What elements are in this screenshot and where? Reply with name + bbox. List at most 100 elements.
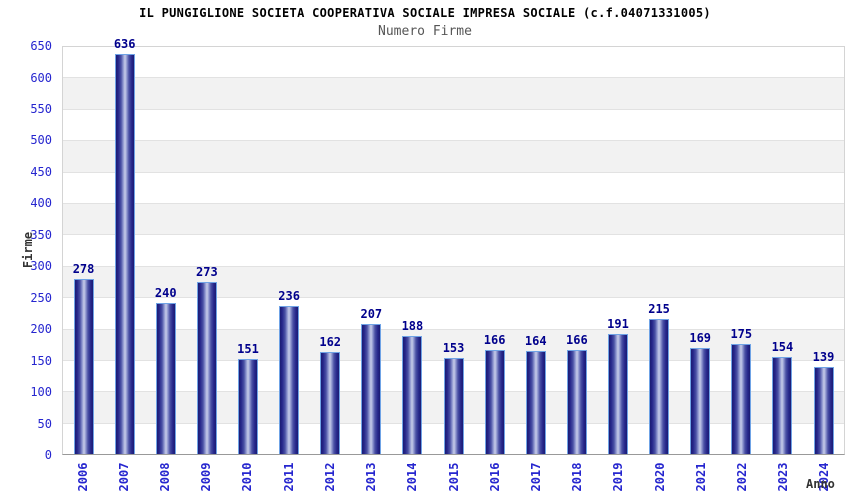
- y-axis-title: Firme: [21, 231, 35, 269]
- bar-2010: [237, 359, 258, 454]
- x-tick-2021: 2021: [693, 462, 708, 492]
- grid-band: [63, 234, 844, 265]
- bar-slot-2008: 240: [145, 47, 186, 454]
- chart-subtitle: Numero Firme: [378, 24, 472, 39]
- bar-2024: [813, 366, 834, 454]
- bar-value-label: 236: [278, 288, 300, 303]
- x-tick-2016: 2016: [487, 462, 502, 492]
- bar-slot-2009: 273: [186, 47, 227, 454]
- y-tick-450: 450: [30, 164, 52, 179]
- bar-value-label: 166: [566, 332, 588, 347]
- x-tick-2009: 2009: [199, 462, 214, 492]
- bar-slot-2024: 139: [803, 47, 844, 454]
- bar-value-label: 162: [319, 335, 342, 350]
- bar-2013: [361, 323, 382, 454]
- bar-2008: [155, 303, 176, 454]
- y-tick-500: 500: [30, 133, 52, 148]
- grid-band: [63, 297, 844, 328]
- bar-2007: [114, 53, 135, 454]
- bar-2016: [484, 349, 505, 454]
- bar-value-label: 169: [689, 330, 712, 345]
- x-tick-2012: 2012: [322, 462, 337, 492]
- bar-slot-2014: 188: [392, 47, 433, 454]
- bar-2019: [607, 333, 628, 454]
- x-tick-2013: 2013: [364, 462, 379, 492]
- grid-band: [63, 171, 844, 203]
- bar-value-label: 151: [237, 342, 259, 356]
- bar-value-label: 278: [72, 262, 95, 277]
- bar-2012: [320, 352, 341, 454]
- bar-slot-2013: 207: [351, 47, 392, 454]
- bar-slot-2007: 636: [104, 37, 145, 454]
- bar-series: 278 636 240 273 151 236 162 207 188 153 166 164 166 1…: [63, 37, 844, 454]
- y-tick-250: 250: [30, 290, 52, 305]
- grid-band: [63, 265, 844, 298]
- y-tick-100: 100: [30, 385, 52, 400]
- bar-value-label: 188: [401, 318, 424, 333]
- bar-value-label: 166: [483, 332, 506, 347]
- y-tick-650: 650: [30, 39, 52, 53]
- bar-2011: [279, 305, 300, 454]
- bar-2023: [772, 357, 793, 454]
- y-tick-300: 300: [30, 259, 52, 274]
- bar-slot-2011: 236: [269, 47, 310, 454]
- y-tick-50: 50: [37, 416, 52, 431]
- bar-value-label: 164: [524, 333, 547, 348]
- bar-2022: [731, 343, 752, 454]
- bar-value-label: 273: [196, 265, 218, 280]
- x-axis-title: Anno: [806, 477, 835, 491]
- grid-band: [63, 202, 844, 235]
- x-tick-2011: 2011: [281, 462, 296, 492]
- x-tick-2023: 2023: [776, 462, 791, 492]
- bar-value-label: 240: [154, 286, 177, 300]
- y-tick-600: 600: [30, 70, 52, 85]
- chart-title: IL PUNGIGLIONE SOCIETA COOPERATIVA SOCIA…: [139, 6, 711, 20]
- bar-value-label: 139: [812, 349, 835, 364]
- y-tick-200: 200: [30, 322, 52, 337]
- bar-value-label: 153: [442, 340, 465, 355]
- bar-slot-2010: 151: [227, 47, 268, 454]
- bar-slot-2012: 162: [310, 47, 351, 454]
- bar-slot-2016: 166: [474, 47, 515, 454]
- bar-slot-2019: 191: [597, 47, 638, 454]
- bar-slot-2017: 164: [515, 47, 556, 454]
- grid-band: [63, 108, 844, 140]
- bar-slot-2023: 154: [762, 47, 803, 454]
- bar-2017: [525, 350, 546, 454]
- grid-band: [63, 77, 844, 109]
- bar-value-label: 636: [113, 36, 136, 51]
- bar-value-label: 215: [648, 301, 670, 316]
- bar-2009: [196, 282, 217, 454]
- bar-value-label: 154: [771, 340, 794, 355]
- y-tick-400: 400: [30, 196, 52, 211]
- bar-slot-2021: 169: [680, 47, 721, 454]
- bar-2006: [73, 279, 94, 454]
- grid-band: [63, 140, 844, 172]
- x-tick-2010: 2010: [240, 462, 255, 492]
- plot-area: 278 636 240 273 151 236 162 207 188 153 166 164 166 1…: [62, 37, 845, 455]
- x-tick-2006: 2006: [75, 462, 90, 492]
- bar-2018: [566, 349, 587, 454]
- y-tick-0: 0: [44, 448, 52, 462]
- x-tick-2022: 2022: [735, 462, 749, 492]
- bar-slot-2022: 175: [721, 47, 762, 454]
- bar-2015: [443, 357, 464, 454]
- bar-value-label: 207: [360, 306, 383, 321]
- x-tick-2017: 2017: [528, 462, 543, 492]
- x-tick-2020: 2020: [652, 462, 667, 492]
- grid-band: [63, 328, 844, 360]
- x-tick-2007: 2007: [116, 462, 131, 492]
- x-tick-2014: 2014: [405, 462, 420, 492]
- bar-slot-2018: 166: [556, 47, 597, 454]
- y-tick-350: 350: [30, 227, 52, 242]
- bar-value-label: 191: [607, 316, 629, 331]
- bar-2020: [649, 318, 670, 454]
- y-tick-150: 150: [30, 353, 52, 368]
- bar-slot-2006: 278: [63, 47, 104, 454]
- x-tick-2008: 2008: [158, 462, 172, 492]
- bar-slot-2015: 153: [433, 47, 474, 454]
- bar-2021: [690, 347, 711, 454]
- y-tick-550: 550: [30, 101, 52, 116]
- x-tick-2019: 2019: [611, 462, 626, 492]
